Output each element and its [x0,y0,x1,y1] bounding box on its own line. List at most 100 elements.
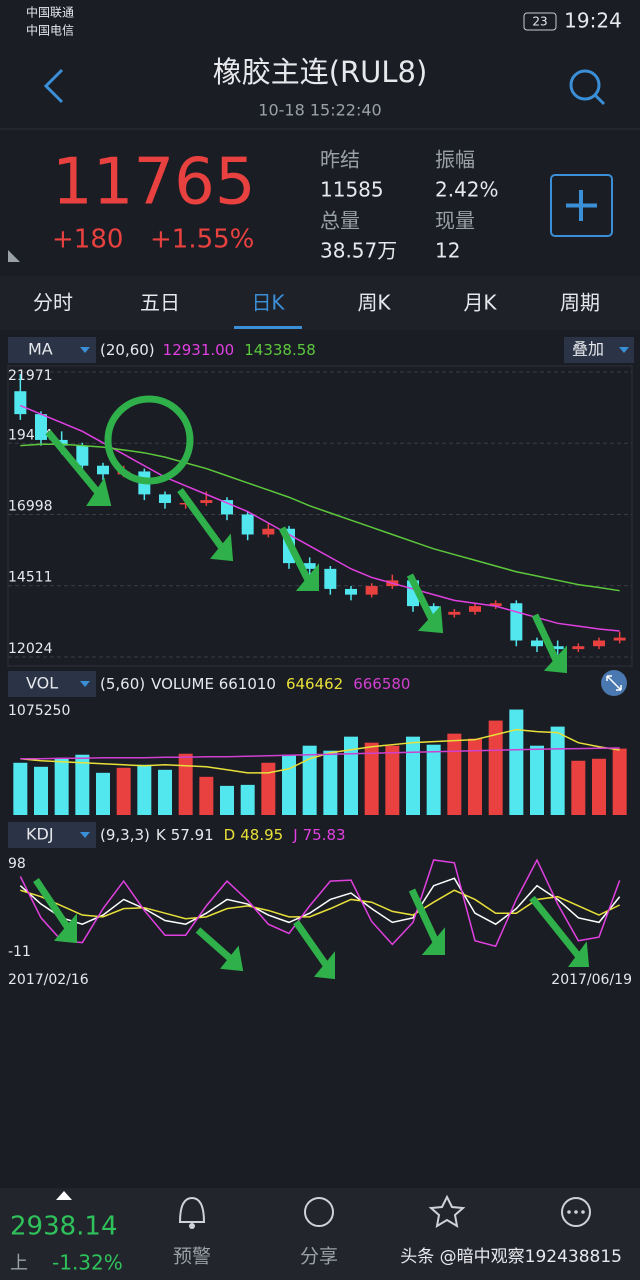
share-icon[interactable] [304,1197,334,1227]
expand-button[interactable] [601,670,627,696]
stat-label: 昨结 [320,148,360,172]
vol-ma-label: 646462 [286,675,343,693]
vol-ma-label: 666580 [353,675,410,693]
volume-bar [571,760,586,815]
add-button[interactable] [550,174,613,237]
candle-body [448,611,461,615]
search-button[interactable] [569,69,606,106]
candle-body [469,606,481,612]
tab[interactable]: 五日 [140,291,180,315]
expand-icon[interactable] [56,1191,72,1200]
indicator-box[interactable] [8,337,96,363]
series-name: J [292,826,297,844]
candle-body [365,586,378,595]
volume-bar [302,745,317,815]
volume-bar [116,767,131,815]
volume-bar [468,738,482,815]
carrier: 中国联通 [26,5,74,20]
more-icon[interactable] [561,1197,591,1227]
candle-body [159,494,171,503]
ma-label: 14338.58 [244,341,316,359]
volume-bar [199,776,214,815]
candle-body [510,603,523,641]
indicator: MA [28,340,53,359]
alert-icon[interactable] [178,1196,206,1229]
y-tick-label: 14511 [8,570,53,586]
watermark: 头条 @暗中观察192438815 [400,1247,622,1267]
volume-bar [54,758,69,815]
candle-body [613,637,626,641]
params: (9,3,3) [100,826,150,844]
volume-bar [509,709,524,815]
ma-label: 12931.00 [163,341,235,359]
stat-value: 38.57万 [320,239,397,263]
back-button[interactable] [43,68,64,104]
tab[interactable]: 周K [357,291,391,315]
bottom-bar [0,1188,640,1280]
indicator: KDJ [26,825,54,844]
params: (5,60) [100,675,145,693]
candle-body [200,500,213,503]
price-change: +180 [52,225,123,255]
volume-bar [240,784,255,815]
indicator-box[interactable] [8,822,96,848]
tab-indicator [234,326,302,329]
series-label: 57.91 [171,826,214,844]
volume-bar [137,764,152,815]
params: (20,60) [100,341,155,359]
indicator-line [19,858,621,948]
carrier: 中国电信 [26,23,74,38]
tab[interactable]: 日K [251,291,285,315]
series-name: K [156,826,167,844]
nav-label[interactable]: 分享 [300,1246,338,1268]
volume-bar [261,762,276,815]
tab[interactable]: 分时 [33,291,73,315]
battery: 23 [532,15,547,29]
indicator-line [20,443,620,592]
candle-body [55,439,68,446]
volume-bar [426,744,441,815]
y-tick-label: 12024 [8,641,53,657]
stat-label: 振幅 [435,148,475,172]
candle-body [531,640,543,647]
indicator-line [19,877,621,926]
indicator-box[interactable] [8,671,96,697]
price-panel [7,365,633,667]
candle-body [489,603,502,607]
volume-bar [158,769,172,815]
date-label: 2017/02/16 [8,972,89,988]
volume-bar [364,742,379,815]
annotations [33,395,590,980]
stat-label: 总量 [320,209,360,233]
volume-bar [220,785,234,815]
tab-bar [0,276,640,330]
price-change-pct: +1.55% [150,225,254,255]
volume-bar [75,754,90,815]
candle-body [241,514,254,535]
volume-bar [385,745,400,815]
y-tick-label: 98 [8,856,26,872]
candle-body [76,445,89,466]
tab[interactable]: 月K [463,291,497,315]
candle-body [262,528,275,535]
volume-bar [96,772,110,815]
y-tick-label: -11 [8,944,31,960]
volume-bar [488,720,503,815]
datetime: 10-18 15:22:40 [258,101,381,120]
indicator-header: (5,60) VOLUME 661010 646462 666580 [100,675,410,693]
title: 橡胶主连(RUL8) [213,55,428,89]
series-label: 48.95 [240,826,283,844]
index-name: 上 [10,1253,28,1274]
date-label: 2017/06/19 [551,972,632,988]
volume-bar [592,758,606,815]
y-tick-label: 21971 [8,368,53,384]
indicator: VOL [26,674,58,693]
volume-bar [447,733,462,815]
dropdown-icon [80,347,90,353]
favorite-icon[interactable] [428,1194,466,1228]
tab[interactable]: 周期 [560,291,600,315]
nav-label[interactable]: 预警 [173,1246,211,1268]
volume-bar [406,736,420,815]
